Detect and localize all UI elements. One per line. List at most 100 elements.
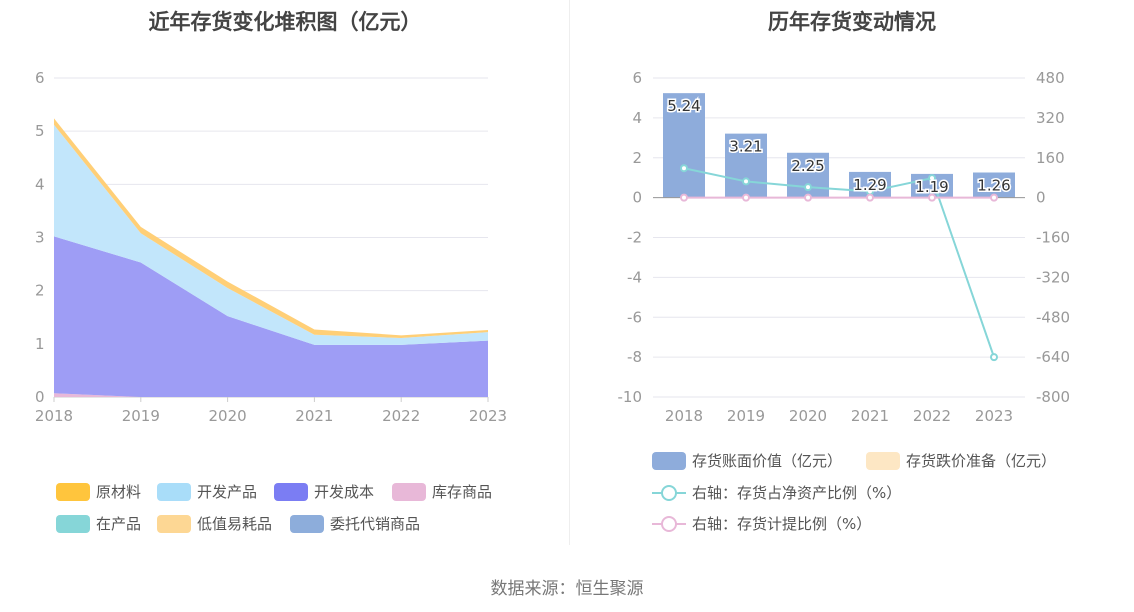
y-tick-label: 6 [35, 69, 45, 87]
bar-value-label: 3.21 [729, 138, 762, 156]
right-chart-title: 历年存货变动情况 [768, 10, 936, 34]
y-tick-label: -10 [618, 388, 643, 406]
legend-item[interactable]: 存货跌价准备（亿元） [866, 450, 1056, 471]
legend-item[interactable]: 存货账面价值（亿元） [652, 450, 842, 471]
bar [663, 93, 705, 198]
bar-line-panel: 历年存货变动情况 -10 -8 -6 -4 -2 0 2 4 6 -800 -640 -480 -320… [570, 0, 1134, 560]
x-tick-label: 2022 [913, 407, 951, 425]
y-tick-label: 4 [632, 109, 642, 127]
bar-value-label: 5.24 [667, 97, 700, 115]
legend-item[interactable]: 右轴：存货计提比例（%） [652, 513, 871, 534]
y-tick-label: -8 [627, 348, 642, 366]
legend-swatch [866, 451, 900, 470]
legend-swatch [157, 482, 191, 501]
legend-swatch [56, 514, 90, 533]
y-tick-label: 2 [35, 282, 45, 300]
x-tick-label: 2018 [35, 407, 73, 425]
legend-item[interactable]: 开发成本 [274, 481, 374, 502]
y-tick-label: 5 [35, 122, 45, 140]
y2-tick-label: 0 [1036, 189, 1046, 207]
bar [725, 133, 767, 198]
y2-tick-label: 480 [1036, 69, 1065, 87]
y-tick-label: 0 [632, 189, 642, 207]
line-右轴：存货占净资产比例（%） [683, 167, 995, 358]
legend-label: 库存商品 [432, 483, 493, 501]
y2-tick-label: -160 [1036, 229, 1070, 247]
legend-label: 委托代销商品 [330, 515, 421, 533]
line-point [742, 193, 750, 202]
x-tick-label: 2021 [295, 407, 333, 425]
y-tick-label: 4 [35, 175, 45, 193]
legend-swatch [157, 514, 191, 533]
line-point [742, 177, 750, 186]
x-tick-label: 2019 [122, 407, 160, 425]
legend-item[interactable]: 原材料 [56, 481, 141, 502]
bar-line-chart: -10 -8 -6 -4 -2 0 2 4 6 -800 -640 -480 -320 -160 0 160 3… [618, 69, 1071, 425]
legend-item[interactable]: 委托代销商品 [290, 513, 420, 534]
legend-swatch [274, 482, 308, 501]
bar [973, 172, 1015, 198]
legend-swatch [392, 482, 426, 501]
line-point [680, 164, 688, 173]
line-point [866, 193, 874, 202]
y2-tick-label: -320 [1036, 268, 1070, 286]
x-tick-label: 2020 [209, 407, 247, 425]
y2-tick-label: -480 [1036, 308, 1070, 326]
legend-item[interactable]: 库存商品 [392, 481, 492, 502]
legend-swatch [56, 482, 90, 501]
area-开发成本 [54, 236, 488, 397]
data-source: 数据来源：恒生聚源 [490, 579, 644, 599]
line-point [680, 193, 688, 202]
area-开发产品 [54, 124, 488, 345]
bar-value-label: 1.19 [915, 178, 948, 196]
x-tick-label: 2023 [469, 407, 507, 425]
x-tick-label: 2021 [851, 407, 889, 425]
y-tick-label: -6 [627, 308, 642, 326]
legend-swatch [652, 451, 686, 470]
left-chart-title: 近年存货变化堆积图（亿元） [148, 10, 422, 34]
legend-label: 右轴：存货占净资产比例（%） [692, 484, 902, 502]
y2-tick-label: -800 [1036, 388, 1070, 406]
legend-item[interactable]: 开发产品 [157, 481, 257, 502]
line-point [990, 353, 998, 362]
legend-label: 开发成本 [314, 483, 375, 501]
x-tick-label: 2019 [727, 407, 765, 425]
line-point [990, 193, 998, 202]
y2-tick-label: -640 [1036, 348, 1070, 366]
legend-label: 在产品 [96, 515, 142, 533]
y-tick-label: 2 [632, 149, 642, 167]
x-tick-label: 2018 [665, 407, 703, 425]
legend-swatch [290, 514, 324, 533]
legend-item[interactable]: 低值易耗品 [157, 513, 272, 534]
y-tick-label: 0 [35, 388, 45, 406]
stacked-area-panel: 近年存货变化堆积图（亿元） 0 1 2 3 4 5 6 2018 2019 2020 2021 202… [0, 0, 570, 560]
bar-value-label: 2.25 [791, 157, 824, 175]
line-point [804, 183, 812, 192]
legend-label: 存货账面价值（亿元） [692, 452, 843, 470]
legend-label: 原材料 [96, 483, 142, 501]
x-tick-label: 2023 [975, 407, 1013, 425]
y-tick-label: 1 [35, 335, 45, 353]
area-原材料 [54, 118, 488, 338]
legend-label: 右轴：存货计提比例（%） [692, 515, 872, 533]
y2-tick-label: 320 [1036, 109, 1065, 127]
bar-value-label: 1.29 [853, 176, 886, 194]
legend-item[interactable]: 右轴：存货占净资产比例（%） [652, 482, 901, 503]
y-tick-label: 6 [632, 69, 642, 87]
bar-value-label: 1.26 [977, 177, 1010, 195]
y-tick-label: -4 [627, 268, 642, 286]
area-库存商品 [54, 393, 488, 397]
y-tick-label: -2 [627, 229, 642, 247]
stacked-area-chart: 0 1 2 3 4 5 6 2018 2019 2020 2021 2022 2023 [35, 69, 507, 425]
x-tick-label: 2022 [382, 407, 420, 425]
line-point [928, 174, 936, 183]
line-point [928, 193, 936, 202]
legend-swatch [652, 484, 686, 502]
legend-label: 存货跌价准备（亿元） [906, 452, 1057, 470]
legend-item[interactable]: 在产品 [56, 513, 141, 534]
line-point [804, 193, 812, 202]
panel-divider [569, 0, 570, 545]
legend-label: 开发产品 [197, 483, 258, 501]
y2-tick-label: 160 [1036, 149, 1065, 167]
legend-label: 低值易耗品 [197, 515, 273, 533]
